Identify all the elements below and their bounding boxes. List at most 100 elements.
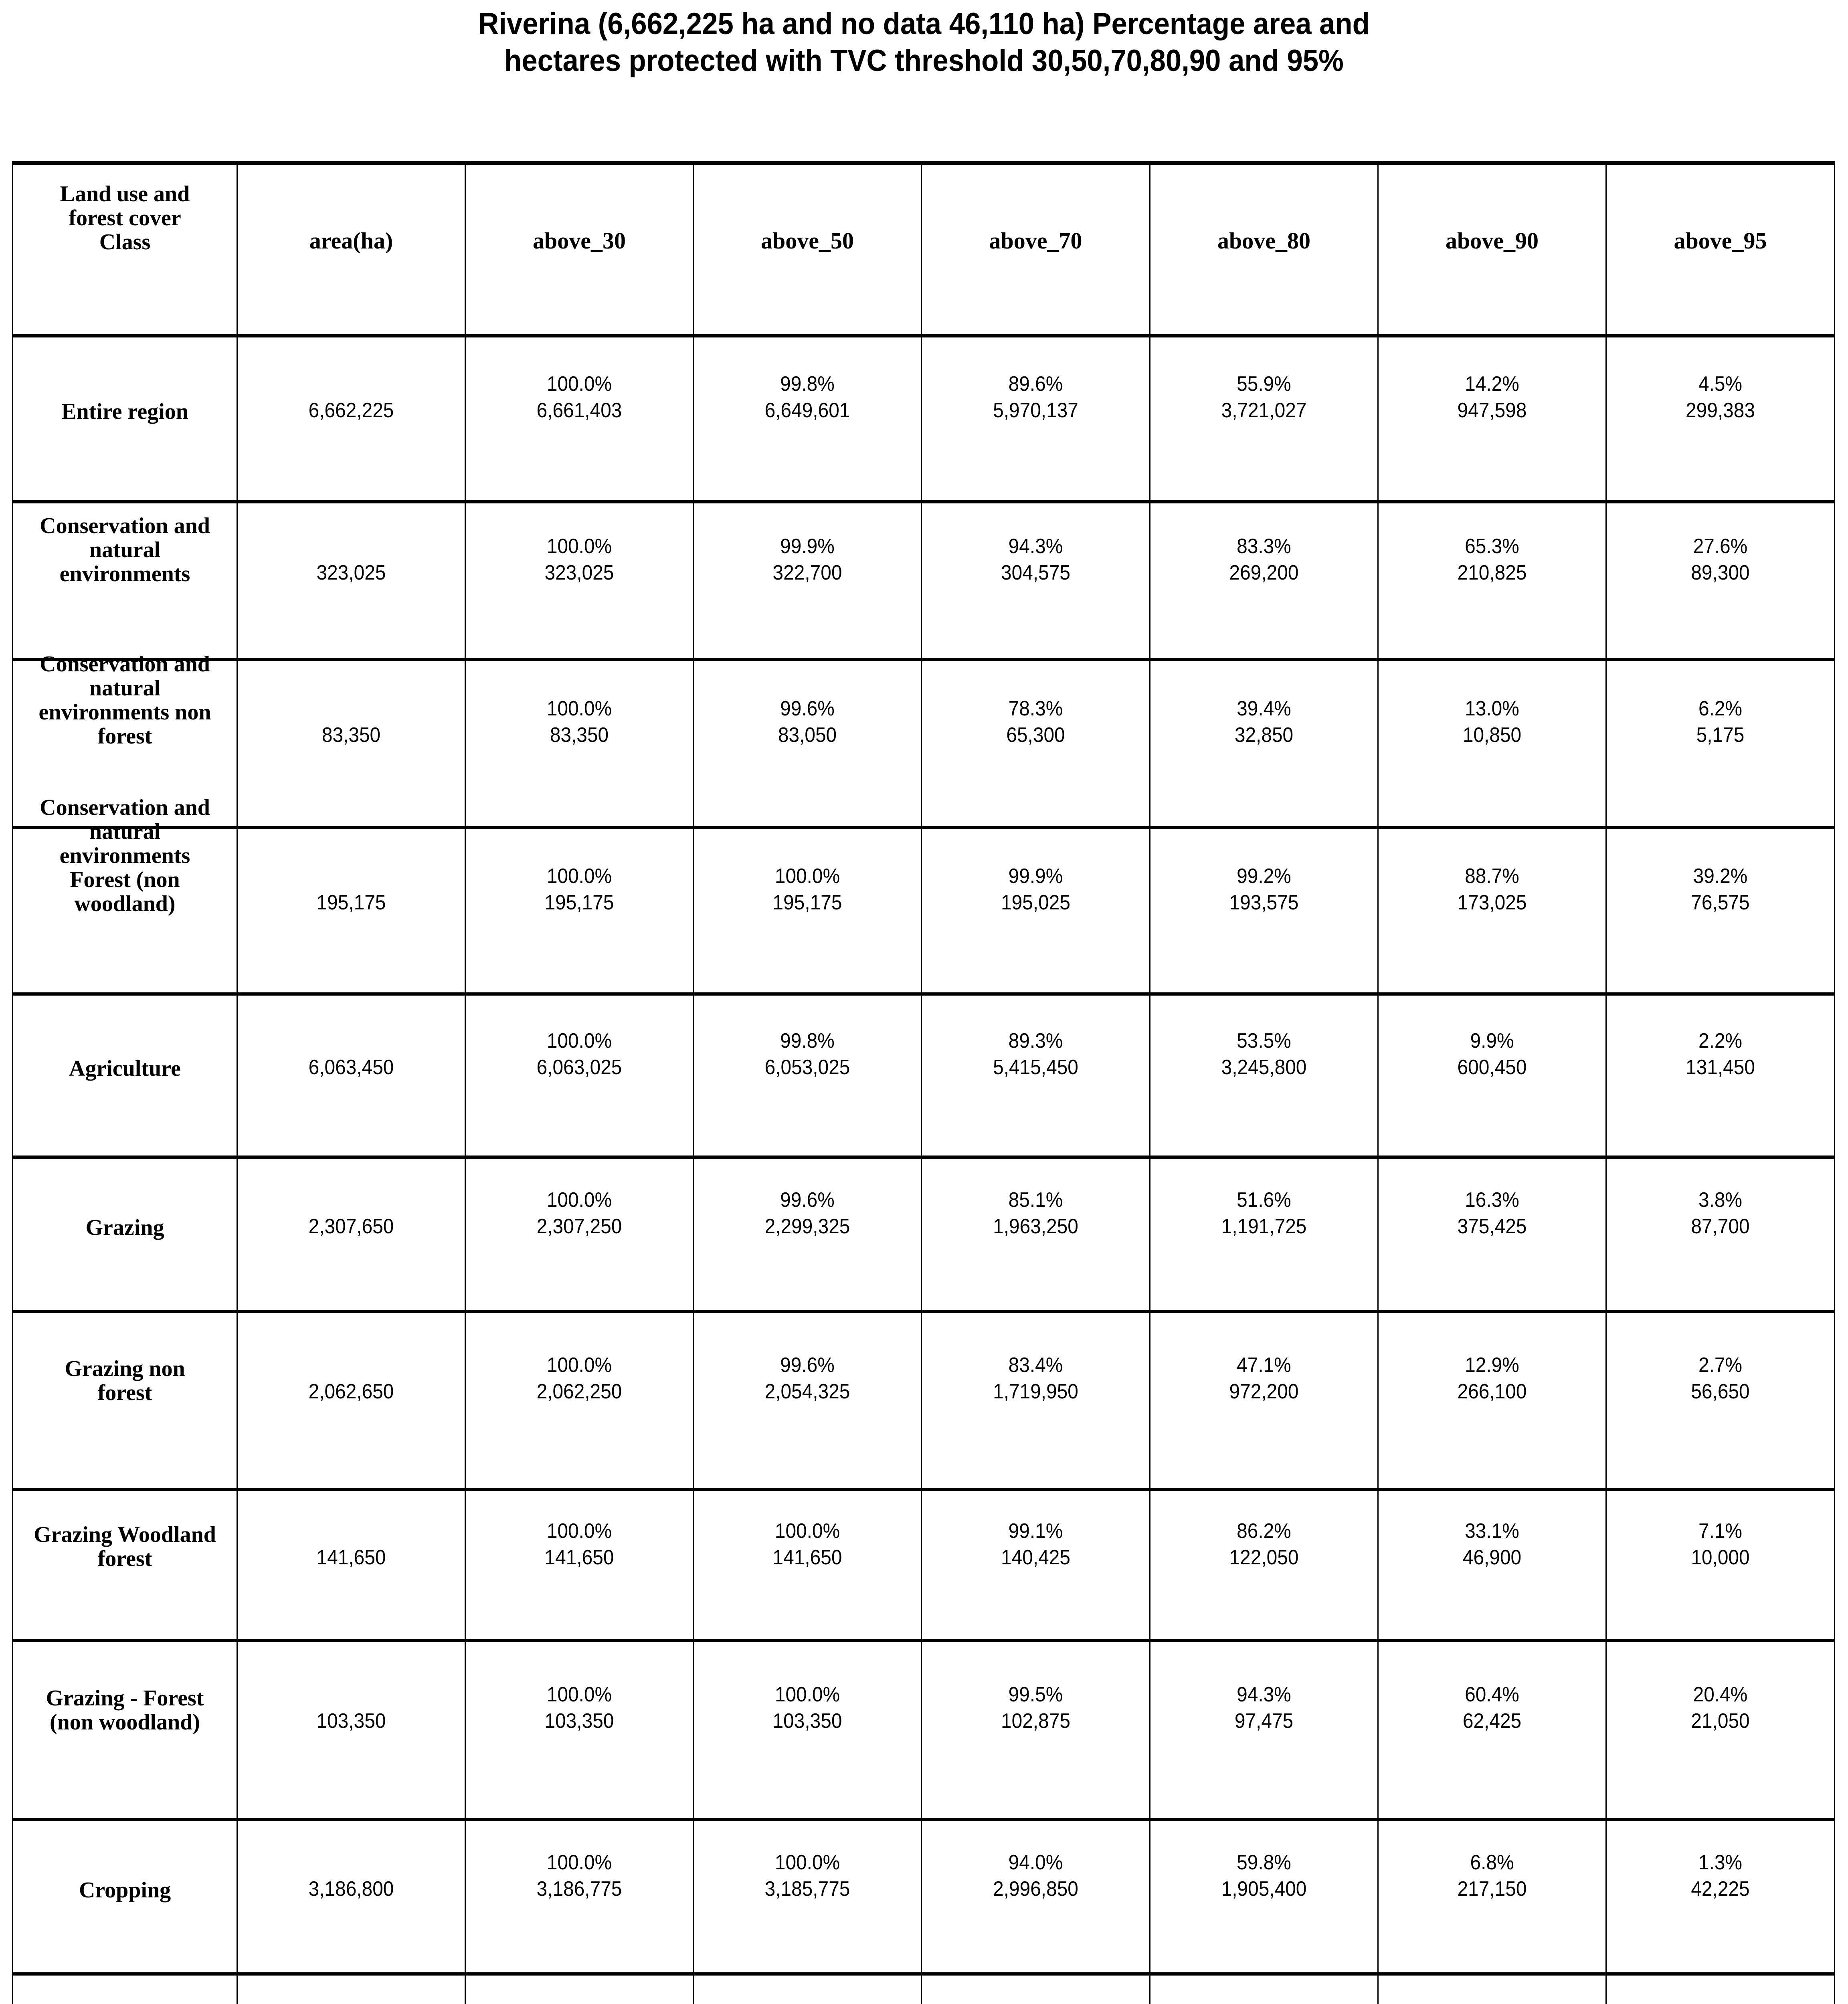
data-cell: 2.2% 131,450 [1605, 992, 1835, 1159]
data-cell: 78.3% 65,300 [921, 657, 1150, 829]
data-cell: 99.6% 2,299,325 [693, 1155, 922, 1313]
data-cell: 100.0% 3,186,775 [465, 1818, 694, 1976]
data-cell: 99.8%566,100 [693, 1972, 922, 2004]
class-cell: Grazing - Forest (non woodland) [12, 1638, 238, 1821]
data-cell: 99.9% 322,700 [693, 500, 922, 661]
data-cell: 100.0% 195,175 [465, 826, 694, 996]
header-area-label: area(ha) [309, 228, 393, 254]
class-cell: Grazing Woodland forest [12, 1487, 238, 1642]
data-cell: 1.3% 42,225 [1605, 1818, 1835, 1976]
tvc-threshold-table: Land use and forest cover Class area(ha)… [12, 161, 1835, 2004]
data-cell: 16.3% 375,425 [1377, 1155, 1607, 1313]
class-cell: Conservation and natural environments Fo… [12, 796, 238, 996]
data-cell: 55.9% 3,721,027 [1149, 334, 1379, 503]
data-cell: 47.1% 972,200 [1149, 1309, 1379, 1491]
table-row: Grazing Woodland forest 141,650 100.0% 14… [12, 1487, 1835, 1642]
data-cell: 83.3% 269,200 [1149, 500, 1379, 661]
data-cell: 7.1% 10,000 [1605, 1487, 1835, 1642]
data-cell: 20.4% 21,050 [1605, 1638, 1835, 1821]
data-cell: 100.0% 2,062,250 [465, 1309, 694, 1491]
data-cell: 89.3% 5,415,450 [921, 992, 1150, 1159]
data-cell: 99.6% 83,050 [693, 657, 922, 829]
area-cell: 6,662,225 [237, 334, 466, 503]
data-cell: 100.0% 103,350 [693, 1638, 922, 1821]
data-cell: 13.0% 10,850 [1377, 657, 1607, 829]
data-cell: 2.7% 56,650 [1605, 1309, 1835, 1491]
data-cell: 27.6% 89,300 [1605, 500, 1835, 661]
class-cell: Grazing non forest [12, 1309, 238, 1491]
area-cell: 323,025 [237, 500, 466, 661]
data-cell: 85.1% 1,963,250 [921, 1155, 1150, 1313]
header-class-cell: Land use and forest cover Class [12, 161, 238, 337]
data-cell: 53.5% 3,245,800 [1149, 992, 1379, 1159]
data-cell: 100.0% 195,175 [693, 826, 922, 996]
data-cell: 99.2% 193,575 [1149, 826, 1379, 996]
area-cell: 3,186,800 [237, 1818, 466, 1976]
data-cell: 39.4% 32,850 [1149, 657, 1379, 829]
class-cell: Grazing [12, 1155, 238, 1313]
data-cell: 83.4% 1,719,950 [921, 1309, 1150, 1491]
table-row: Conservation and natural environments no… [12, 652, 1835, 829]
header-col-label: above_95 [1674, 228, 1767, 254]
data-cell: 26.2%148,350 [1149, 1972, 1379, 2004]
data-cell: 100.0% 83,350 [465, 657, 694, 829]
data-cell: 51.6% 1,191,725 [1149, 1155, 1379, 1313]
area-cell: 83,350 [237, 657, 466, 829]
class-cell: Cropping [12, 1818, 238, 1976]
data-cell: 12.9% 266,100 [1377, 1309, 1607, 1491]
table-header-row: Land use and forest cover Class area(ha)… [12, 161, 1835, 337]
data-cell: 0.3%1,525 [1605, 1972, 1835, 2004]
header-col-label: above_80 [1217, 228, 1310, 254]
data-cell: 3.8% 87,700 [1605, 1155, 1835, 1313]
data-cell: 99.5% 102,875 [921, 1638, 1150, 1821]
header-col-cell: above_80 [1149, 161, 1379, 337]
data-cell: 100.0% 6,063,025 [465, 992, 694, 1159]
data-cell: 86.2% 122,050 [1149, 1487, 1379, 1642]
table-row: Cropping 3,186,800 100.0% 3,186,775 100.0… [12, 1818, 1835, 1976]
header-col-label: above_30 [533, 228, 626, 254]
header-col-cell: above_50 [693, 161, 922, 337]
table-row: Conservation and natural environments Fo… [12, 796, 1835, 996]
table-row: Entire region 6,662,225 100.0% 6,661,403 … [12, 334, 1835, 503]
header-col-cell: above_95 [1605, 161, 1835, 337]
class-cell: Entire region [12, 334, 238, 503]
data-cell: 65.3% 210,825 [1377, 500, 1607, 661]
data-cell: 4.5% 299,383 [1605, 334, 1835, 503]
page-title: Riverina (6,662,225 ha and no data 46,11… [65, 6, 1783, 79]
data-cell: 94.0% 2,996,850 [921, 1818, 1150, 1976]
area-cell: 103,350 [237, 1638, 466, 1821]
title-line-2: hectares protected with TVC threshold 30… [504, 44, 1344, 78]
data-cell: 100.0% 141,650 [465, 1487, 694, 1642]
data-cell: 59.8% 1,905,400 [1149, 1818, 1379, 1976]
data-cell: 60.4% 62,425 [1377, 1638, 1607, 1821]
area-cell: 195,175 [237, 826, 466, 996]
class-cell: Irrigation [12, 1972, 238, 2004]
data-cell: 80.1%454,025 [921, 1972, 1150, 2004]
data-cell: 100.0% 323,025 [465, 500, 694, 661]
data-cell: 39.2% 76,575 [1605, 826, 1835, 996]
title-line-1: Riverina (6,662,225 ha and no data 46,11… [478, 7, 1370, 41]
data-cell: 99.8% 6,649,601 [693, 334, 922, 503]
data-cell: 89.6% 5,970,137 [921, 334, 1150, 503]
data-cell: 99.6% 2,054,325 [693, 1309, 922, 1491]
header-col-label: above_50 [761, 228, 854, 254]
header-col-cell: above_90 [1377, 161, 1607, 337]
header-class-label: Land use and forest cover Class [60, 182, 190, 255]
data-cell: 94.3% 97,475 [1149, 1638, 1379, 1821]
data-cell: 99.8% 6,053,025 [693, 992, 922, 1159]
data-cell: 100.0%567,175 [465, 1972, 694, 2004]
table-row: Grazing 2,307,650 100.0% 2,307,250 99.6% 2… [12, 1155, 1835, 1313]
header-col-cell: above_30 [465, 161, 694, 337]
header-col-label: above_90 [1446, 228, 1539, 254]
area-cell: 2,307,650 [237, 1155, 466, 1313]
class-cell: Agriculture [12, 992, 238, 1159]
data-cell: 100.0% 6,661,403 [465, 334, 694, 503]
area-cell: 567,175 [237, 1972, 466, 2004]
data-cell: 99.1% 140,425 [921, 1487, 1150, 1642]
table-row: Conservation and natural environments 32… [12, 500, 1835, 661]
table-row: Irrigation 567,175 100.0%567,175 99.8%56… [12, 1972, 1835, 2004]
data-cell: 6.2% 5,175 [1605, 657, 1835, 829]
data-cell: 100.0% 3,185,775 [693, 1818, 922, 1976]
data-cell: 99.9% 195,025 [921, 826, 1150, 996]
